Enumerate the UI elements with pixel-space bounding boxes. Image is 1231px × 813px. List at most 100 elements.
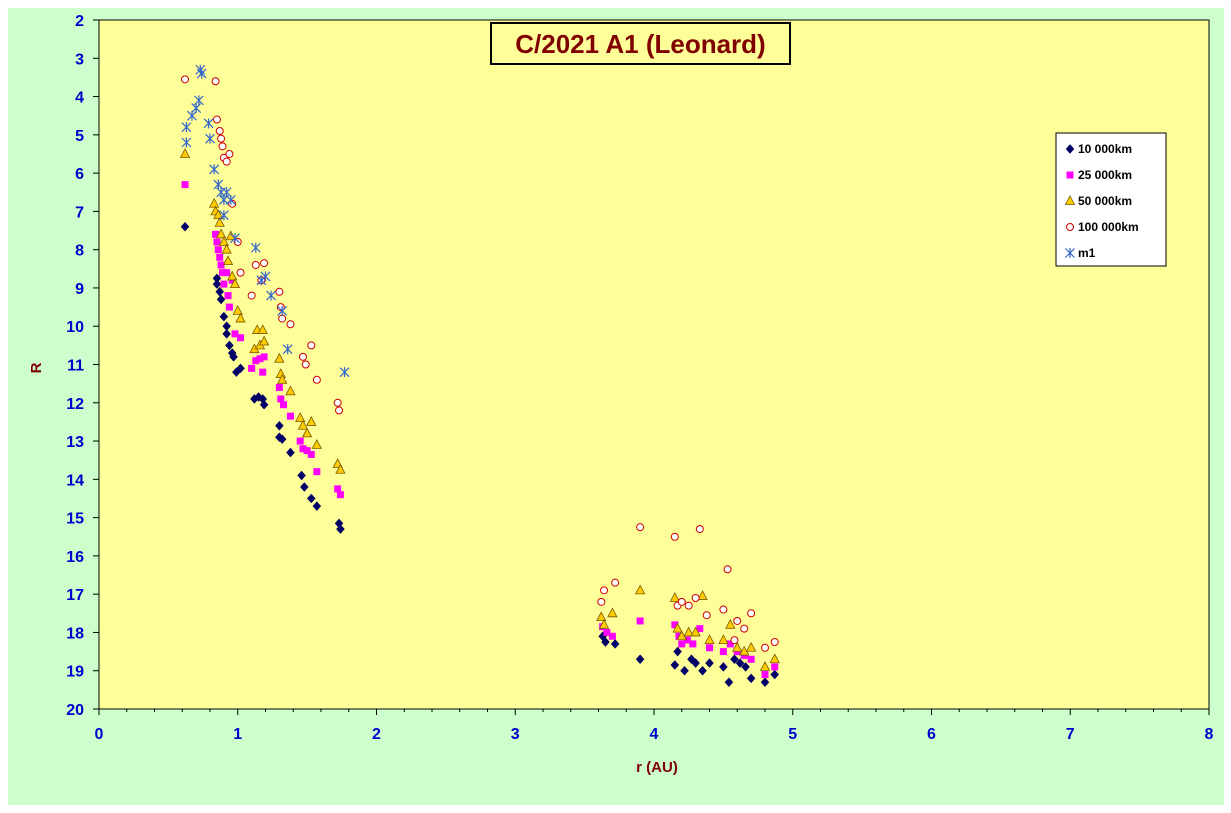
y-tick-label: 11 <box>67 358 84 375</box>
data-point <box>336 524 345 534</box>
data-point <box>313 468 321 476</box>
data-point <box>225 340 234 351</box>
data-point <box>669 592 680 602</box>
y-tick-label: 2 <box>75 13 84 30</box>
x-tick-label: 8 <box>1205 726 1214 743</box>
legend-label: 50 000km <box>1078 194 1132 208</box>
data-point <box>771 663 779 671</box>
data-point <box>216 253 224 261</box>
data-point <box>723 565 732 574</box>
data-point <box>266 290 276 301</box>
data-point <box>203 118 214 129</box>
data-point <box>236 268 245 277</box>
data-point <box>227 270 238 281</box>
data-point <box>301 427 313 438</box>
data-point <box>213 238 221 246</box>
title-frame <box>490 22 791 65</box>
legend-marker <box>1066 171 1074 179</box>
y-tick-label: 7 <box>75 204 84 221</box>
data-point <box>698 665 707 676</box>
data-point <box>770 638 779 647</box>
y-tick-label: 18 <box>66 625 84 642</box>
x-axis-label: r (AU) <box>636 759 678 776</box>
data-point <box>770 669 780 680</box>
data-point <box>286 320 295 329</box>
data-point <box>678 640 686 648</box>
data-point <box>300 482 309 492</box>
data-point <box>274 352 285 363</box>
data-point <box>256 355 264 363</box>
y-tick-label: 10 <box>66 319 84 336</box>
y-tick-label: 15 <box>66 511 84 528</box>
data-point <box>181 122 192 133</box>
data-point <box>220 280 228 288</box>
data-marks <box>179 64 780 688</box>
y-tick-label: 12 <box>66 396 84 413</box>
data-point <box>225 303 233 311</box>
data-point <box>747 655 755 663</box>
data-point <box>724 677 734 688</box>
data-point <box>215 127 224 136</box>
data-point <box>260 353 268 361</box>
data-point <box>280 401 288 409</box>
data-point <box>334 485 342 493</box>
data-point <box>670 660 680 670</box>
data-point <box>232 305 243 315</box>
legend-label: 10 000km <box>1078 142 1132 156</box>
data-point <box>339 367 350 378</box>
data-point <box>275 287 284 296</box>
legend: 10 000km 25 000km 50 000km 100 000km m1 <box>1055 132 1167 267</box>
x-tick-label: 7 <box>1066 726 1075 743</box>
data-point <box>260 271 271 282</box>
data-point <box>212 279 222 289</box>
data-point <box>607 607 618 618</box>
plot-area <box>98 19 1210 710</box>
data-point <box>225 194 236 205</box>
data-point <box>611 578 620 587</box>
data-point <box>702 611 711 620</box>
data-point <box>759 661 771 671</box>
data-point <box>181 137 192 148</box>
x-tick-label: 4 <box>650 726 659 743</box>
data-point <box>307 450 315 458</box>
data-point <box>208 197 220 208</box>
legend-marker <box>1065 248 1075 258</box>
data-point <box>211 77 220 86</box>
data-point <box>212 115 221 124</box>
y-axis-label: R <box>28 362 45 373</box>
data-point <box>760 677 770 688</box>
data-point <box>259 399 269 410</box>
data-point <box>217 134 226 143</box>
data-point <box>298 352 307 361</box>
legend-marker <box>1064 195 1076 205</box>
data-point <box>250 242 261 253</box>
data-point <box>277 434 287 445</box>
data-point <box>312 375 321 384</box>
series-4 <box>181 64 350 378</box>
legend-label: 100 000km <box>1078 220 1139 234</box>
data-point <box>248 364 256 372</box>
data-point <box>600 586 609 595</box>
data-point <box>193 95 204 106</box>
data-point <box>286 447 295 458</box>
data-point <box>251 260 260 269</box>
data-point <box>209 164 220 175</box>
data-point <box>705 658 714 668</box>
data-point <box>730 636 739 645</box>
data-point <box>745 641 757 652</box>
legend-label: m1 <box>1078 246 1096 260</box>
x-tick-label: 5 <box>788 726 797 743</box>
data-point <box>725 618 736 629</box>
data-point <box>680 665 689 676</box>
data-point <box>301 360 310 369</box>
data-point <box>278 314 287 323</box>
data-point <box>257 324 268 334</box>
data-point <box>608 632 616 640</box>
data-point <box>212 230 220 238</box>
data-point <box>635 654 645 665</box>
data-point <box>180 221 190 232</box>
data-point <box>216 294 226 305</box>
data-point <box>222 255 234 266</box>
data-point <box>222 329 231 339</box>
